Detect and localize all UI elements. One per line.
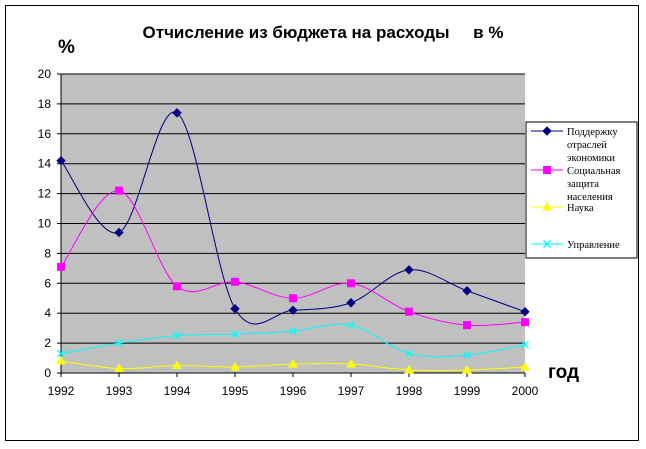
data-point bbox=[347, 279, 355, 288]
data-point bbox=[114, 363, 124, 373]
data-point bbox=[172, 108, 182, 118]
chart-title: Отчисление из бюджета на расходы в % bbox=[143, 23, 504, 42]
y-tick-label: 12 bbox=[38, 187, 52, 201]
data-point bbox=[57, 262, 65, 271]
data-point bbox=[462, 365, 472, 374]
data-point bbox=[520, 362, 530, 371]
data-point bbox=[289, 327, 297, 336]
legend-label: отраслей bbox=[567, 140, 607, 151]
legend-swatch-marker bbox=[542, 126, 552, 136]
legend-label: защита bbox=[567, 179, 599, 190]
y-axis-label: % bbox=[58, 37, 75, 58]
data-point bbox=[115, 339, 123, 348]
y-tick-label: 20 bbox=[38, 67, 52, 81]
legend-swatch-marker bbox=[543, 240, 551, 248]
y-tick-label: 18 bbox=[38, 97, 52, 111]
data-point bbox=[289, 294, 297, 303]
data-point bbox=[404, 265, 414, 275]
data-point bbox=[463, 321, 471, 330]
data-point bbox=[521, 340, 529, 349]
x-tick-label: 1994 bbox=[164, 384, 191, 398]
data-point bbox=[231, 277, 239, 286]
data-point bbox=[521, 318, 529, 327]
data-point bbox=[56, 356, 66, 365]
legend-label: населения bbox=[567, 192, 613, 203]
y-tick-label: 2 bbox=[44, 336, 51, 350]
x-tick-label: 1995 bbox=[222, 384, 249, 398]
data-point bbox=[57, 349, 65, 358]
data-point bbox=[230, 304, 240, 314]
data-point bbox=[346, 298, 356, 308]
y-tick-label: 6 bbox=[44, 276, 51, 290]
legend-entry: Поддержку отраслей экономики bbox=[531, 126, 618, 164]
x-tick-label: 1992 bbox=[48, 384, 75, 398]
data-point bbox=[405, 307, 413, 316]
y-tick-label: 8 bbox=[44, 246, 51, 260]
legend-swatch-marker bbox=[542, 201, 552, 211]
data-point bbox=[173, 331, 181, 340]
y-tick-label: 14 bbox=[38, 157, 52, 171]
legend-label: Социальная bbox=[567, 166, 621, 177]
series-1 bbox=[57, 186, 529, 330]
data-point bbox=[173, 282, 181, 291]
series-0 bbox=[56, 108, 530, 325]
y-tick-label: 4 bbox=[44, 306, 51, 320]
x-tick-label: 2000 bbox=[512, 384, 539, 398]
legend-label: Управление bbox=[567, 240, 620, 251]
legend-label: Наука bbox=[567, 203, 594, 214]
data-point bbox=[347, 321, 355, 330]
data-point bbox=[462, 286, 472, 296]
series-3 bbox=[57, 321, 529, 360]
x-tick-label: 1993 bbox=[106, 384, 133, 398]
series-2 bbox=[56, 356, 530, 374]
x-tick-label: 1998 bbox=[396, 384, 423, 398]
data-point bbox=[56, 156, 66, 166]
data-point bbox=[463, 351, 471, 360]
plot-area: 0 2 4 6 8 10 12 14 16 18 20 1992 1993 1994 1995 1996 199… bbox=[38, 67, 539, 398]
y-tick-label: 0 bbox=[44, 366, 51, 380]
data-point bbox=[405, 349, 413, 358]
data-point bbox=[346, 359, 356, 368]
data-point bbox=[172, 360, 182, 370]
y-tick-label: 10 bbox=[38, 217, 52, 231]
legend-entry: Наука bbox=[531, 201, 594, 214]
data-point bbox=[288, 305, 298, 315]
series-line bbox=[60, 111, 526, 325]
legend: Поддержку отраслей экономики Социальная защи… bbox=[525, 121, 638, 259]
data-point bbox=[404, 365, 414, 374]
data-point bbox=[230, 362, 240, 371]
data-point bbox=[115, 186, 123, 195]
data-point bbox=[520, 306, 530, 317]
x-axis-label: год bbox=[548, 362, 579, 383]
legend-swatch-marker bbox=[543, 166, 551, 174]
legend-label: экономики bbox=[567, 153, 615, 164]
legend-box bbox=[525, 121, 638, 259]
data-point bbox=[114, 227, 124, 238]
data-point bbox=[288, 359, 298, 368]
x-tick-label: 1999 bbox=[454, 384, 481, 398]
legend-label: Поддержку bbox=[567, 127, 618, 138]
legend-entry: Социальная защита населения bbox=[531, 166, 621, 203]
legend-entry: Управление bbox=[531, 240, 620, 251]
data-point bbox=[231, 330, 239, 339]
x-tick-label: 1997 bbox=[338, 384, 365, 398]
series-line bbox=[60, 190, 526, 327]
y-tick-label: 16 bbox=[38, 127, 52, 141]
x-tick-label: 1996 bbox=[280, 384, 307, 398]
